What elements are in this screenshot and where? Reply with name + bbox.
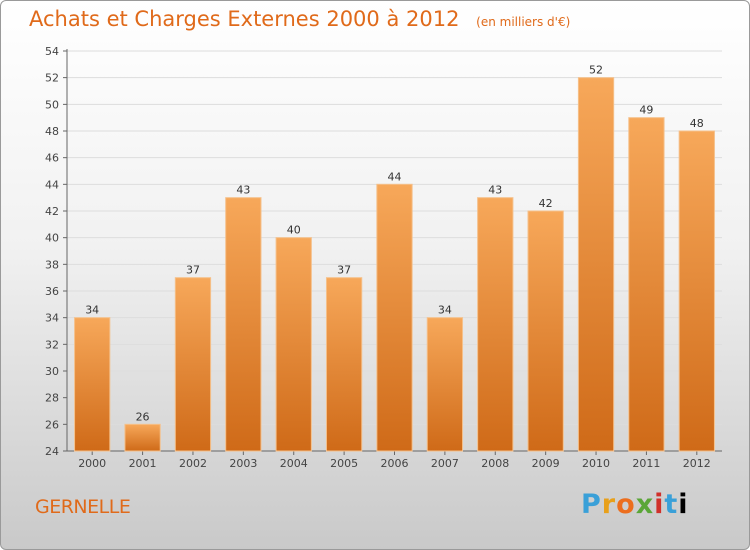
x-tick-label-2010: 2010 (582, 457, 610, 470)
x-tick-label-2007: 2007 (431, 457, 459, 470)
data-label-2001: 26 (136, 410, 150, 423)
location-name: GERNELLE (35, 496, 131, 518)
logo-letter: o (616, 489, 636, 520)
data-label-2009: 42 (539, 197, 553, 210)
chart-title: Achats et Charges Externes 2000 à 2012 (… (29, 7, 570, 31)
bar-layer (74, 77, 715, 452)
chart-title-text: Achats et Charges Externes 2000 à 2012 (29, 7, 460, 31)
proxiti-logo: Proxiti (581, 489, 689, 520)
x-tick-label-2004: 2004 (280, 457, 308, 470)
bar-2008 (477, 197, 514, 452)
y-tick-label: 26 (45, 418, 59, 431)
logo-letter: i (654, 489, 665, 520)
y-tick-label: 54 (45, 45, 59, 58)
data-label-2000: 34 (85, 304, 99, 317)
y-tick-label: 40 (45, 232, 59, 245)
data-label-2005: 37 (337, 264, 351, 277)
y-tick-label: 30 (45, 365, 59, 378)
bar-2000 (74, 317, 111, 452)
data-label-2004: 40 (287, 224, 301, 237)
data-label-2008: 43 (488, 184, 502, 197)
bar-2009 (527, 210, 564, 452)
y-tick-label: 50 (45, 98, 59, 111)
logo-letter: i (678, 489, 689, 520)
y-tick-label: 42 (45, 205, 59, 218)
data-label-2003: 43 (236, 184, 250, 197)
y-tick-label: 52 (45, 72, 59, 85)
logo-letter: P (581, 489, 602, 520)
y-tick-label: 36 (45, 285, 59, 298)
x-tick-label-2000: 2000 (78, 457, 106, 470)
x-tick-label-2012: 2012 (683, 457, 711, 470)
x-tick-label-2002: 2002 (179, 457, 207, 470)
bar-2006 (376, 183, 413, 452)
data-label-2006: 44 (388, 170, 402, 183)
bar-2002 (174, 277, 212, 452)
x-tick-label-2005: 2005 (330, 457, 358, 470)
chart-subtitle: (en milliers d'€) (476, 15, 571, 29)
data-label-2002: 37 (186, 264, 200, 277)
y-tick-label: 34 (45, 312, 59, 325)
y-tick-label: 48 (45, 125, 59, 138)
bar-2007 (426, 317, 464, 452)
label-layer: 34 26 37 43 40 37 44 34 43 42 52 49 48 (85, 64, 704, 424)
data-label-2011: 49 (639, 104, 653, 117)
bar-2004 (275, 237, 312, 452)
x-tick-label-2003: 2003 (229, 457, 257, 470)
logo-letter: t (664, 489, 679, 520)
bar-2012 (678, 130, 715, 452)
data-label-2012: 48 (690, 117, 704, 130)
x-tick-label-2001: 2001 (129, 457, 157, 470)
data-label-2010: 52 (589, 64, 603, 77)
logo-letter: r (601, 489, 617, 520)
bar-2001 (124, 423, 161, 452)
x-tick-label-2008: 2008 (481, 457, 509, 470)
y-tick-label: 32 (45, 338, 59, 351)
y-tick-label: 44 (45, 178, 59, 191)
y-tick-label: 24 (45, 445, 59, 458)
data-label-2007: 34 (438, 304, 452, 317)
x-tick-label-2011: 2011 (632, 457, 660, 470)
bar-2011 (628, 117, 665, 452)
y-tick-label: 28 (45, 392, 59, 405)
logo-letter: x (635, 489, 655, 520)
x-tick-label-2009: 2009 (532, 457, 560, 470)
x-tick-label-2006: 2006 (381, 457, 409, 470)
bar-2003 (225, 197, 262, 452)
bar-2010 (577, 77, 615, 452)
y-tick-label: 46 (45, 152, 59, 165)
bar-2005 (325, 277, 363, 452)
y-tick-label: 38 (45, 258, 59, 271)
